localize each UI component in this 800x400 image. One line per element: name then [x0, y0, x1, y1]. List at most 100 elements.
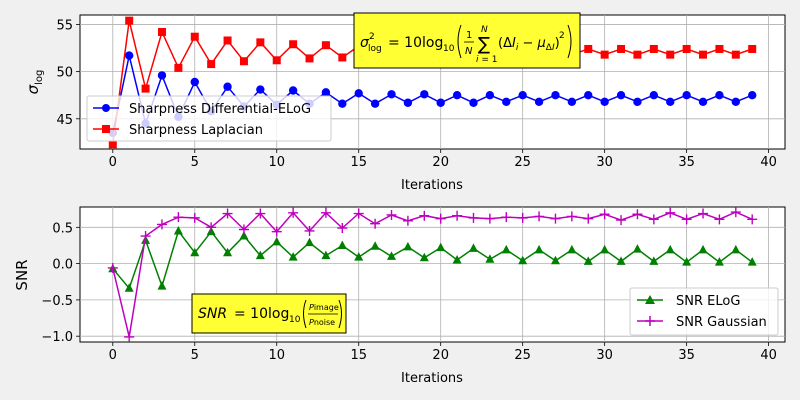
data-point	[699, 50, 708, 59]
series-plus	[107, 207, 758, 342]
data-point	[157, 71, 167, 80]
sigma-formula-annotation: σ 2 log = 10log 10 1 N N ∑ i = 1 (ΔIi − …	[353, 12, 581, 69]
svg-text:10: 10	[289, 315, 301, 325]
data-point	[452, 210, 463, 221]
legend-item-snr-gaussian: SNR Gaussian	[637, 315, 767, 330]
data-point	[124, 331, 135, 342]
data-point	[600, 50, 609, 59]
data-point	[255, 250, 265, 260]
data-point	[321, 88, 331, 97]
x-tick-label: 10	[268, 348, 285, 363]
legend-item-laplacian: Sharpness Laplacian	[93, 123, 263, 138]
data-point	[599, 209, 610, 220]
x-tick-label: 30	[596, 155, 613, 170]
data-point	[420, 90, 429, 99]
y-tick-label: 50	[56, 66, 73, 81]
data-point	[714, 214, 725, 225]
data-point	[338, 53, 347, 62]
y-axis-label-sharpness: σlog	[24, 70, 45, 95]
data-point	[485, 91, 495, 100]
data-point	[583, 256, 593, 265]
data-point	[566, 211, 577, 222]
data-point	[256, 85, 265, 94]
x-tick-label: 30	[596, 348, 613, 363]
svg-text:Pnoise: Pnoise	[309, 318, 335, 327]
data-point	[501, 212, 512, 223]
data-point	[223, 82, 232, 91]
data-point	[289, 40, 298, 49]
data-point	[600, 97, 609, 107]
data-point	[584, 91, 593, 100]
data-point	[337, 240, 347, 249]
data-point	[550, 213, 561, 224]
sharpness-chart: 0 5 10 15 20 25 30 35 40 45 50 55 Iterations σlog σ…	[24, 12, 786, 193]
data-point	[452, 91, 462, 100]
data-point	[682, 44, 691, 53]
data-point	[747, 257, 757, 266]
y-tick-label: 0.0	[52, 258, 73, 273]
data-point	[665, 244, 675, 254]
data-point	[469, 98, 478, 107]
y-axis-label-snr: SNR	[13, 259, 31, 290]
data-point	[156, 219, 167, 230]
x-tick-label: 0	[109, 155, 117, 170]
data-point	[534, 97, 544, 107]
data-point	[124, 51, 134, 60]
data-point	[632, 209, 643, 220]
svg-text:(ΔIi − μΔI): (ΔIi − μΔI)	[498, 36, 560, 53]
legend-label-snr-gaussian: SNR Gaussian	[676, 315, 767, 330]
legend-label-laplacian: Sharpness Laplacian	[129, 123, 263, 138]
data-point	[468, 212, 479, 223]
svg-text:= 10log: = 10log	[234, 306, 289, 322]
data-point	[338, 99, 347, 108]
x-tick-label: 0	[109, 348, 117, 363]
data-point	[402, 215, 413, 226]
x-tick-label: 25	[514, 155, 531, 170]
data-point	[665, 207, 676, 218]
data-point	[320, 207, 331, 218]
data-point	[125, 16, 134, 25]
data-point	[370, 241, 380, 250]
data-point	[157, 27, 166, 36]
data-point	[534, 244, 544, 254]
data-point	[649, 91, 659, 100]
data-point	[730, 207, 741, 218]
x-tick-label: 5	[191, 155, 199, 170]
data-point	[141, 84, 150, 93]
data-point	[354, 252, 364, 261]
data-point	[387, 90, 396, 99]
data-point	[370, 218, 381, 229]
data-point	[698, 208, 709, 219]
data-point	[190, 77, 199, 87]
data-point	[747, 214, 758, 225]
x-tick-label: 20	[432, 155, 449, 170]
x-tick-label: 40	[760, 155, 777, 170]
svg-text:N: N	[481, 25, 488, 35]
data-point	[616, 91, 626, 100]
data-point	[518, 91, 527, 100]
data-point	[567, 244, 577, 254]
data-point	[731, 244, 741, 254]
data-point	[108, 140, 117, 149]
data-point	[223, 36, 232, 45]
data-point	[649, 44, 658, 53]
svg-text:10: 10	[443, 44, 455, 54]
data-point	[715, 91, 724, 100]
svg-text:SNR: SNR	[198, 306, 227, 322]
data-point	[616, 215, 627, 226]
data-point	[173, 225, 183, 235]
data-point	[452, 254, 462, 264]
data-point	[173, 212, 184, 223]
y-tick-label: −0.5	[41, 294, 73, 309]
x-tick-label: 15	[350, 155, 367, 170]
svg-text:1: 1	[466, 30, 472, 41]
data-point	[682, 257, 692, 266]
data-point	[174, 63, 183, 72]
data-point	[583, 213, 594, 224]
data-point	[157, 281, 167, 290]
x-tick-label: 20	[432, 348, 449, 363]
legend-label-snr-elog: SNR ELoG	[676, 294, 740, 309]
data-point	[551, 91, 560, 100]
data-point	[666, 97, 675, 107]
